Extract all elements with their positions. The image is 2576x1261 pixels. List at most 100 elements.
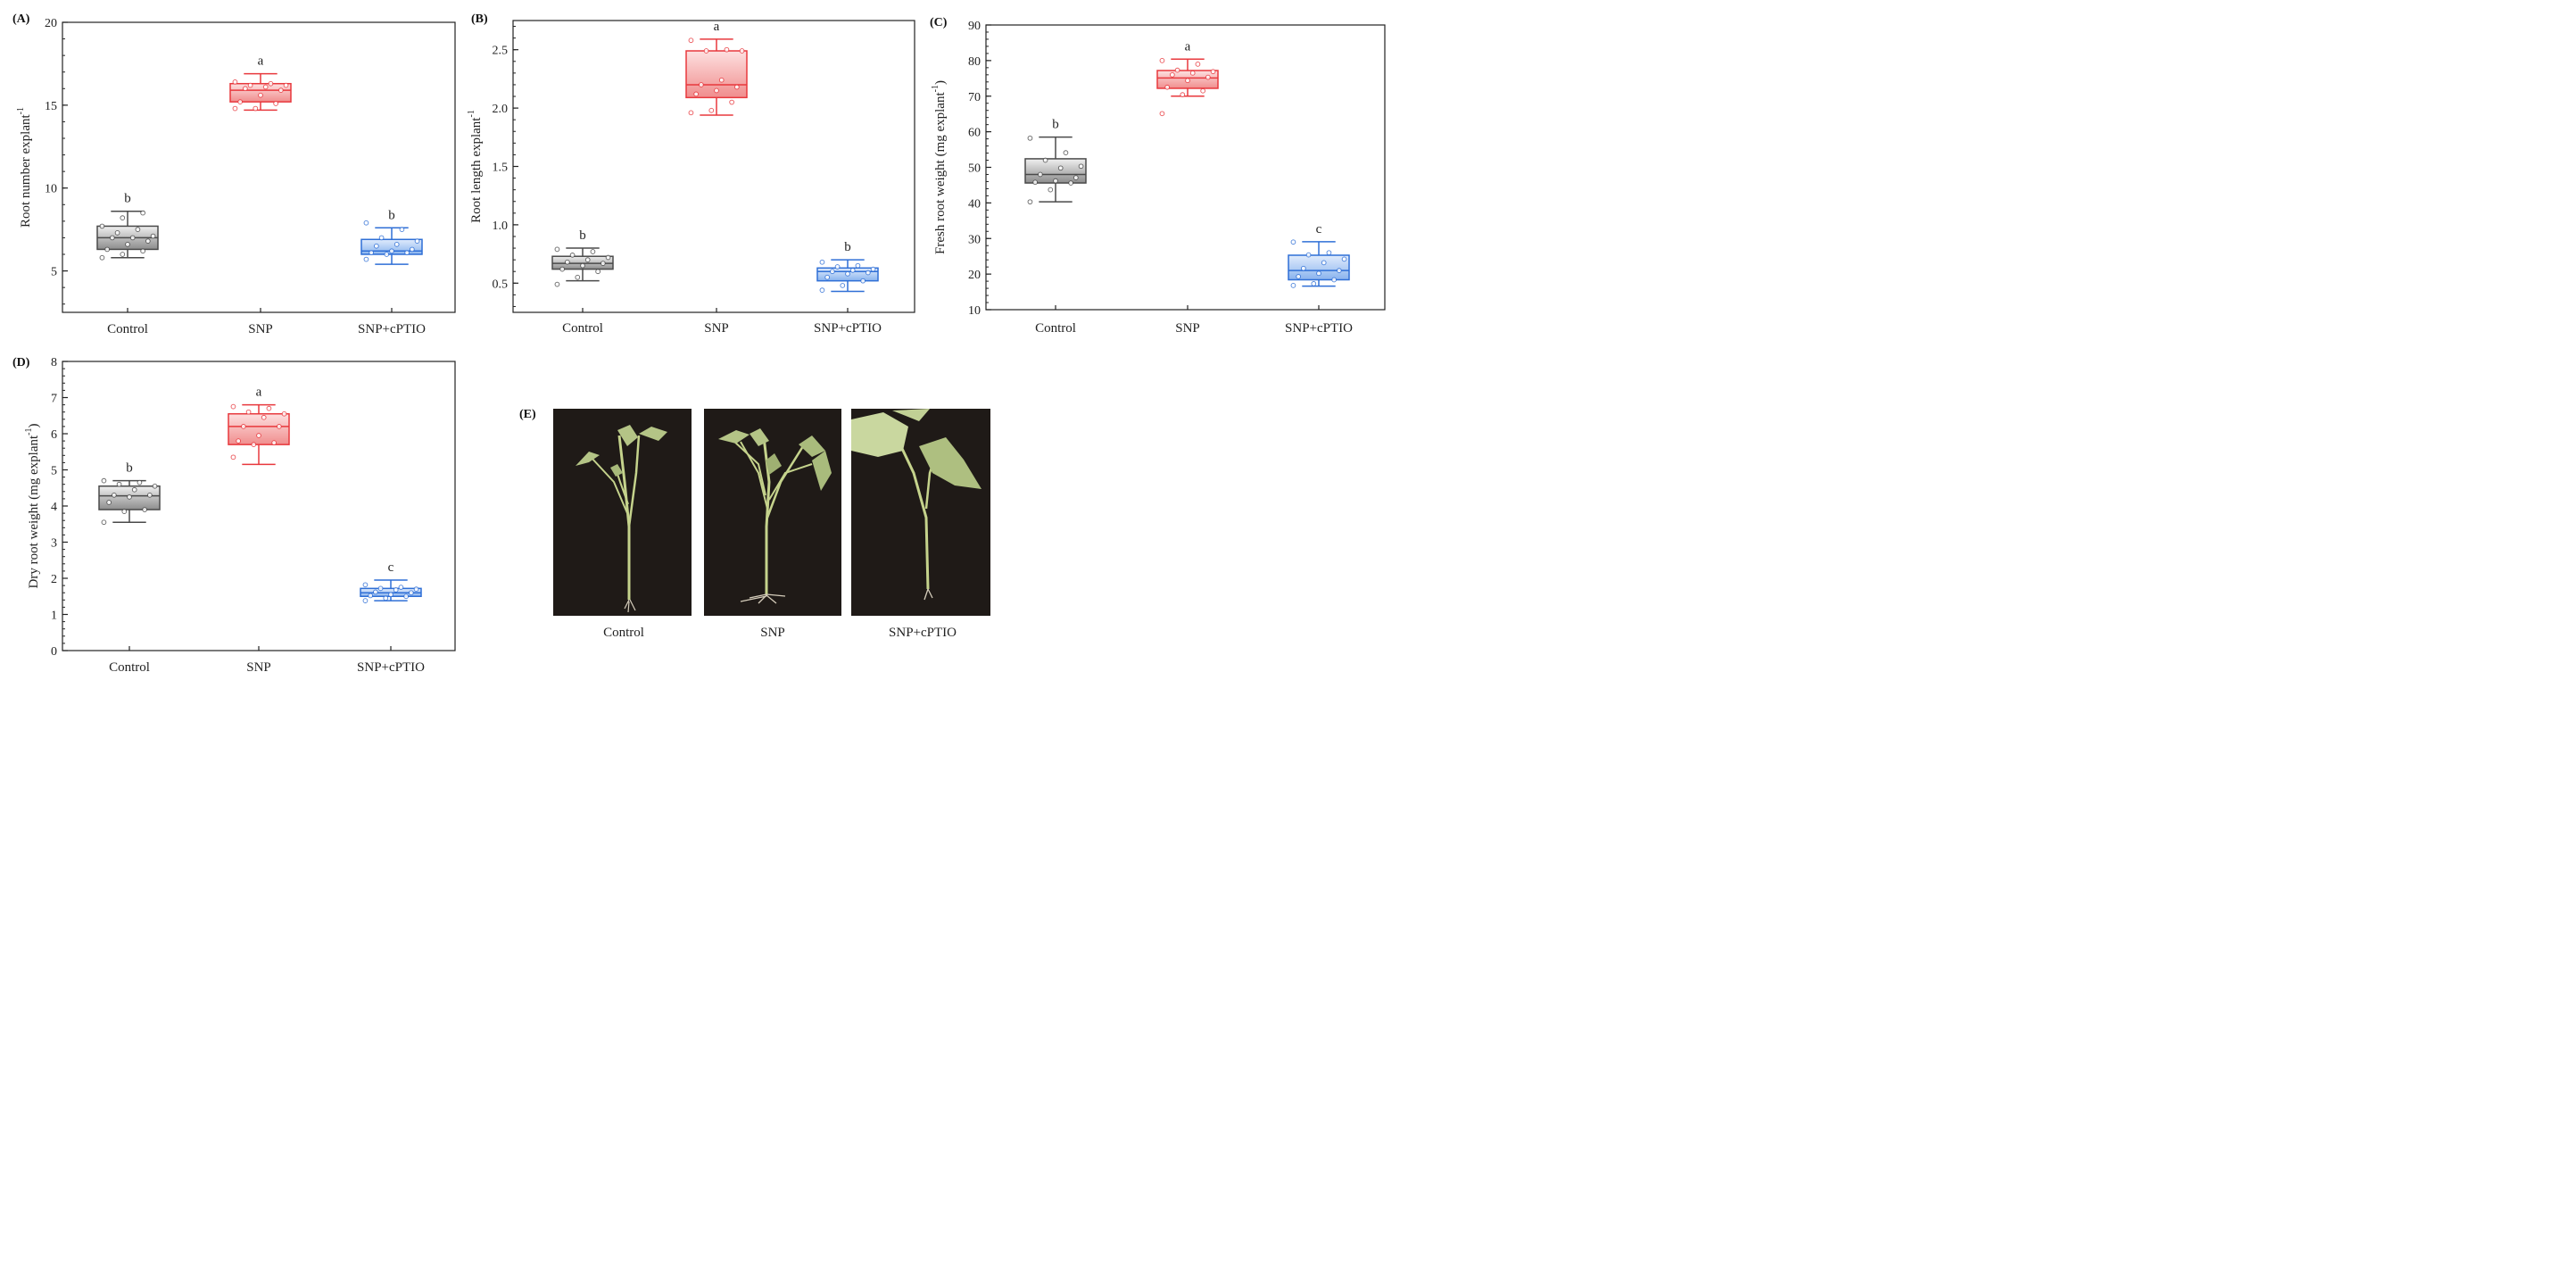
significance-letter: b — [124, 192, 131, 206]
data-point — [845, 270, 850, 277]
significance-letter: c — [1316, 222, 1322, 236]
x-category-label: SNP — [1175, 321, 1200, 336]
data-point — [1189, 70, 1196, 76]
box-iqr — [685, 50, 748, 99]
x-category-label: Control — [1035, 321, 1076, 336]
data-point — [256, 433, 261, 438]
data-point — [1042, 157, 1048, 163]
data-point — [1326, 250, 1332, 256]
data-point — [1174, 67, 1180, 73]
data-point — [127, 494, 132, 500]
data-point — [714, 87, 719, 94]
y-tick-label: 1 — [51, 610, 57, 623]
data-point — [413, 586, 419, 593]
data-point — [232, 105, 238, 112]
data-point — [739, 48, 745, 54]
data-point — [1336, 268, 1342, 273]
data-point — [1185, 78, 1190, 84]
x-category-label: SNP — [248, 322, 273, 336]
y-tick-label: 2.0 — [493, 103, 509, 116]
data-point — [1159, 58, 1165, 63]
significance-letter: a — [714, 20, 720, 34]
data-point — [724, 46, 730, 53]
y-tick-label: 8 — [51, 356, 57, 369]
data-point — [146, 492, 153, 498]
photo-snp-cptio — [851, 409, 990, 616]
data-point — [584, 257, 591, 262]
y-tick-label: 20 — [45, 17, 57, 30]
y-axis-title: Dry root weight (mg explant-1) — [24, 424, 41, 589]
data-point — [137, 479, 143, 485]
data-point — [99, 223, 105, 229]
data-point — [384, 252, 390, 257]
data-point — [106, 500, 112, 505]
data-point — [268, 80, 274, 87]
significance-letter: b — [126, 461, 133, 476]
y-tick-label: 2 — [51, 573, 57, 586]
photo-control — [553, 409, 692, 616]
significance-letter: b — [1052, 118, 1059, 132]
data-point — [1159, 111, 1165, 117]
panel-letter-b: (B) — [471, 12, 488, 26]
data-point — [276, 424, 282, 429]
x-category-label: SNP — [246, 660, 271, 675]
data-point — [266, 405, 272, 411]
photo-label-snp: SNP — [760, 626, 785, 640]
data-point — [129, 235, 136, 241]
data-point — [834, 264, 841, 270]
data-point — [374, 243, 379, 249]
data-point — [1180, 92, 1186, 98]
x-category-label: SNP+cPTIO — [358, 322, 426, 336]
photo-control-background — [553, 409, 692, 616]
data-point — [241, 424, 246, 429]
data-point — [1032, 179, 1039, 186]
data-point — [388, 592, 393, 598]
data-point — [408, 590, 414, 596]
data-point — [131, 486, 137, 493]
data-point — [1073, 175, 1079, 180]
data-point — [559, 266, 566, 272]
data-point — [243, 86, 248, 92]
data-point — [1316, 270, 1321, 277]
panel-c-fresh-root-weight: (C) 10 20 30 40 50 60 70 80 90 Control SNP SNP+cPTI… — [930, 16, 1386, 336]
box-snp: a — [229, 54, 292, 112]
significance-letter: b — [579, 228, 586, 243]
significance-letter: b — [844, 240, 851, 254]
data-point — [554, 246, 560, 253]
box-control: b — [96, 192, 159, 261]
data-point — [114, 230, 120, 236]
data-point — [1195, 62, 1201, 67]
x-category-label: SNP+cPTIO — [1285, 321, 1353, 336]
data-point — [140, 248, 145, 254]
data-point — [819, 259, 825, 265]
data-point — [104, 246, 111, 253]
data-point — [363, 256, 369, 262]
data-point — [101, 519, 107, 526]
panel-a-root-number: (A) 5 10 15 20 Control SNP SNP+cPTIO Root numbe… — [12, 12, 456, 336]
data-point — [253, 105, 259, 112]
data-point — [1164, 84, 1171, 90]
data-point — [125, 242, 130, 247]
x-category-label: SNP+cPTIO — [357, 660, 425, 675]
data-point — [377, 585, 384, 592]
box-control: b — [98, 461, 161, 526]
data-point — [865, 270, 871, 276]
panel-letter-e: (E) — [519, 408, 536, 421]
data-point — [110, 235, 115, 241]
y-tick-label: 0.5 — [493, 278, 509, 291]
data-point — [1027, 199, 1033, 205]
data-point — [145, 238, 151, 244]
data-point — [112, 492, 117, 498]
data-point — [1063, 150, 1069, 156]
data-point — [236, 438, 242, 444]
data-point — [1057, 165, 1064, 171]
box-control: b — [551, 228, 614, 287]
y-axis-title: Root number explant-1 — [16, 107, 33, 228]
data-point — [363, 220, 369, 226]
panel-letter-c: (C) — [930, 16, 948, 29]
data-point — [261, 414, 267, 420]
data-point — [600, 261, 606, 266]
data-point — [554, 281, 560, 287]
data-point — [703, 48, 709, 54]
significance-letter: c — [388, 560, 394, 575]
